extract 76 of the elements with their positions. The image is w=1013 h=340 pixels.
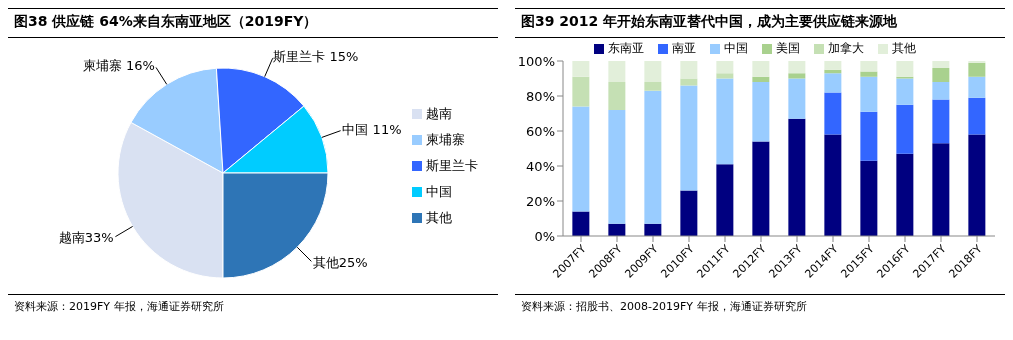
y-tick-label: 20% [526,193,555,209]
bar [824,73,842,93]
bar [608,223,626,236]
bar [752,82,770,142]
bar [680,85,698,191]
legend-label: 柬埔寨 [426,131,465,149]
legend-label: 中国 [426,183,452,201]
bar [572,211,590,236]
bar [896,153,914,236]
bar [752,61,770,77]
bar [608,110,626,224]
bar [644,82,662,91]
bar [860,61,878,72]
bar [896,78,914,105]
bar [572,61,590,77]
bar [932,143,950,236]
chart-title: 图38 供应链 64%来自东南亚地区（2019FY） [8,8,498,38]
bar [968,76,986,98]
bar [860,111,878,161]
bar [716,78,734,165]
bar [860,160,878,236]
bar [824,134,842,236]
data-label: 越南33% [58,230,114,246]
bar [752,76,770,82]
bar [788,61,806,74]
data-label: 中国 11% [342,122,402,138]
bar [968,62,986,77]
bar [968,134,986,236]
bar [788,73,806,79]
bar [680,78,698,86]
bar [716,61,734,74]
y-tick-label: 100% [517,53,555,69]
bar [644,90,662,224]
bar [680,190,698,236]
chart-title: 图39 2012 年开始东南亚替代中国，成为主要供应链来源地 [515,8,1005,38]
legend-label: 越南 [426,105,452,123]
legend-label: 其他 [892,40,916,57]
text: 资料来源：2019FY 年报，海通证券研究所 [14,300,224,313]
bar [716,73,734,79]
bar [680,61,698,79]
bar [860,76,878,112]
legend-label: 斯里兰卡 [426,157,478,175]
bar [608,61,626,82]
y-tick-label: 80% [526,88,555,104]
bar [932,61,950,68]
y-tick-label: 0% [534,228,555,244]
bar [860,71,878,77]
bar [824,61,842,70]
text: 资料来源：招股书、2008-2019FY 年报，海通证券研究所 [521,300,807,313]
legend-label: 其他 [426,209,452,227]
bar [788,78,806,119]
bar [608,82,626,110]
legend-label: 中国 [724,40,748,57]
bar [932,82,950,100]
bar [824,92,842,135]
data-label: 柬埔寨 16% [82,58,155,74]
bar [716,164,734,236]
legend-label: 东南亚 [608,40,644,57]
bar [572,76,590,107]
data-label: 其他25% [312,255,368,271]
bar [788,118,806,236]
y-tick-label: 40% [526,158,555,174]
legend-label: 南亚 [672,40,696,57]
bar [932,68,950,82]
legend-label: 加拿大 [828,40,864,57]
legend-label: 美国 [776,40,800,57]
bar [896,61,914,77]
y-tick-label: 60% [526,123,555,139]
bar [644,61,662,82]
bar [572,106,590,212]
bar [932,99,950,144]
bar [644,223,662,236]
bar [968,97,986,135]
bar [896,104,914,154]
data-label: 斯里兰卡 15% [273,48,359,64]
bar [752,141,770,236]
